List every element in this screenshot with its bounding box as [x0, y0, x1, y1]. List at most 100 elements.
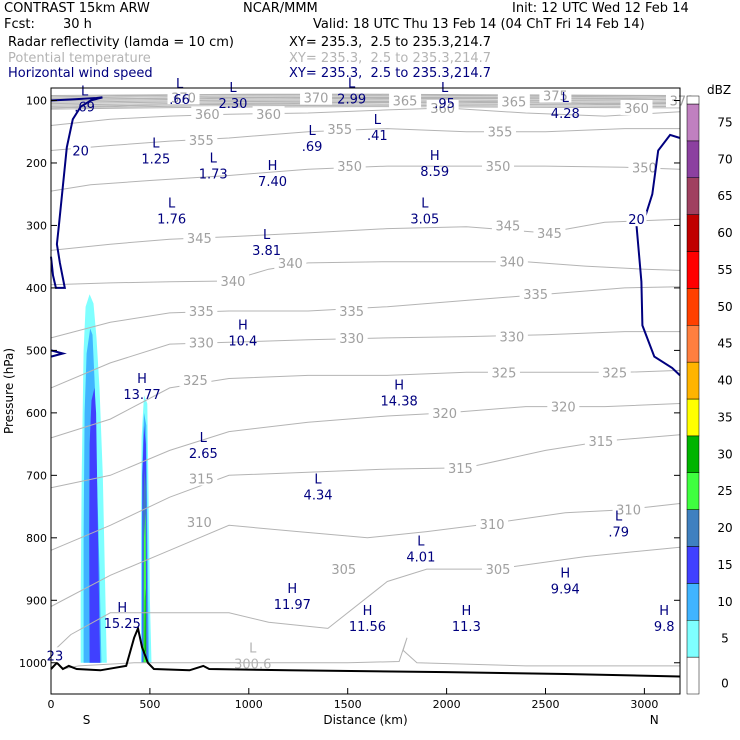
extremum-L-marker: L: [152, 137, 160, 152]
colorbar-tick-label: 20: [717, 521, 732, 535]
x-left-end-label: S: [83, 713, 91, 727]
y-tick-label: 1000: [19, 657, 47, 670]
theta-315-label: 315: [588, 435, 613, 450]
extremum-L-marker: L: [200, 431, 208, 446]
theta-upper-line: [50, 95, 681, 99]
extremum-H-marker: H: [117, 601, 127, 616]
theta-360-line: [50, 107, 681, 126]
theta-305-label: 305: [486, 563, 511, 578]
terrain-profile: [50, 625, 681, 678]
colorbar-swatch: [686, 214, 700, 252]
colorbar-tick-label: 75: [717, 115, 732, 129]
extremum-H-marker: H: [430, 149, 440, 164]
theta-350-label: 350: [632, 161, 657, 176]
wind-contour-label: 20: [628, 213, 645, 228]
theta-345-label: 345: [187, 232, 212, 247]
theta-310-label: 310: [187, 516, 212, 531]
theta-330-label: 330: [189, 336, 214, 351]
theta-325-line: [50, 369, 681, 439]
wind-20-contour-left: [50, 96, 103, 289]
theta-label-bg: [300, 89, 333, 105]
colorbar-swatch: [686, 140, 700, 178]
theta-310-label: 310: [480, 518, 505, 533]
colorbar-swatch: [686, 325, 700, 363]
extremum-value: 2.65: [189, 447, 218, 462]
theta-label-bg: [620, 99, 653, 115]
theta-355-line: [50, 128, 680, 151]
theta-upper-line: [50, 93, 681, 98]
y-tick-label: 500: [26, 344, 47, 357]
forecast-label: Fcst:: [4, 17, 35, 32]
extremum-value: 1.25: [141, 153, 170, 168]
theta-label-bg: [495, 253, 528, 269]
theta-310-line: [50, 503, 681, 607]
theta-355-label: 355: [327, 123, 352, 138]
extremum-value: 15.25: [104, 617, 141, 632]
colorbar-swatch: [686, 398, 700, 437]
extremum-value: 8.59: [420, 165, 449, 180]
x-axis-label: Distance (km): [323, 713, 407, 727]
extremum-value: 11.56: [349, 620, 386, 635]
extremum-value: 9.8: [654, 620, 675, 635]
theta-330-label: 330: [499, 331, 524, 346]
edge-label-bg: [626, 211, 647, 227]
theta-label-bg: [191, 106, 224, 122]
theta-350-label: 350: [337, 160, 362, 175]
extremum-L-marker: L: [81, 85, 89, 100]
colorbar-tick-label: 65: [717, 189, 732, 203]
theta-upper-line: [50, 97, 681, 102]
theta-label-bg: [426, 99, 459, 115]
theta-360-label: 360: [430, 102, 455, 117]
extremum-value: 300.6: [234, 657, 271, 672]
extremum-H-marker: H: [394, 378, 404, 393]
theta-label-bg: [323, 121, 356, 137]
extremum-value: .69: [302, 140, 323, 155]
y-tick-label: 300: [26, 219, 47, 232]
theta-label-bg: [533, 224, 566, 240]
field-name-reflectivity: Radar reflectivity (lamda = 10 cm): [8, 35, 234, 50]
model-title: CONTRAST 15km ARW: [4, 1, 150, 16]
extremum-value: .95: [434, 97, 455, 112]
colorbar-tick-label: 5: [721, 632, 729, 646]
extremum-L-marker: L: [249, 641, 257, 656]
x-tick-label: 2000: [433, 698, 461, 711]
y-tick-label: 700: [26, 469, 47, 482]
x-tick-label: 500: [139, 698, 160, 711]
theta-contour-labels: 305 305 310 310 310 315 315 315 320 320 325 325 325 3…: [167, 87, 698, 578]
x-tick-label: 3000: [630, 698, 658, 711]
theta-label-bg: [539, 87, 572, 103]
theta-upper-line: [50, 100, 681, 105]
extremum-L-marker: L: [168, 197, 176, 212]
theta-360-label: 360: [195, 108, 220, 123]
colorbar-swatch: [686, 546, 700, 584]
refl-column-2-level-5: [144, 587, 146, 657]
extremum-L-marker: L: [421, 197, 429, 212]
extremum-H-marker: H: [363, 604, 373, 619]
theta-label-bg: [482, 561, 515, 577]
colorbar-tick-label: 50: [717, 300, 732, 314]
theta-310-label: 310: [616, 504, 641, 519]
axes: 100 200 300 400 500 600 700 800 900 1000 0 500 1000 1…: [2, 94, 680, 727]
theta-label-bg: [335, 329, 368, 345]
theta-label-bg: [628, 159, 661, 175]
theta-label-bg: [482, 158, 515, 174]
theta-345-line: [50, 218, 681, 251]
y-tick-label: 600: [26, 407, 47, 420]
theta-label-bg: [335, 303, 368, 319]
forecast-hours: 30 h: [63, 17, 92, 32]
colorbar-swatch: [686, 435, 700, 473]
colorbar-tick-label: 10: [717, 595, 732, 609]
colorbar-swatch: [686, 656, 700, 695]
extremum-value: 14.38: [381, 394, 418, 409]
theta-340-line: [50, 261, 681, 286]
theta-label-bg: [484, 123, 517, 139]
theta-355-label: 355: [189, 134, 214, 149]
theta-325-label: 325: [492, 366, 517, 381]
theta-325-label: 325: [183, 374, 208, 389]
theta-label-bg: [487, 364, 520, 380]
wind-contour-edge: [50, 349, 67, 358]
terrain-line: [50, 625, 681, 678]
theta-320-label: 320: [551, 401, 576, 416]
theta-300-line: [62, 637, 680, 670]
